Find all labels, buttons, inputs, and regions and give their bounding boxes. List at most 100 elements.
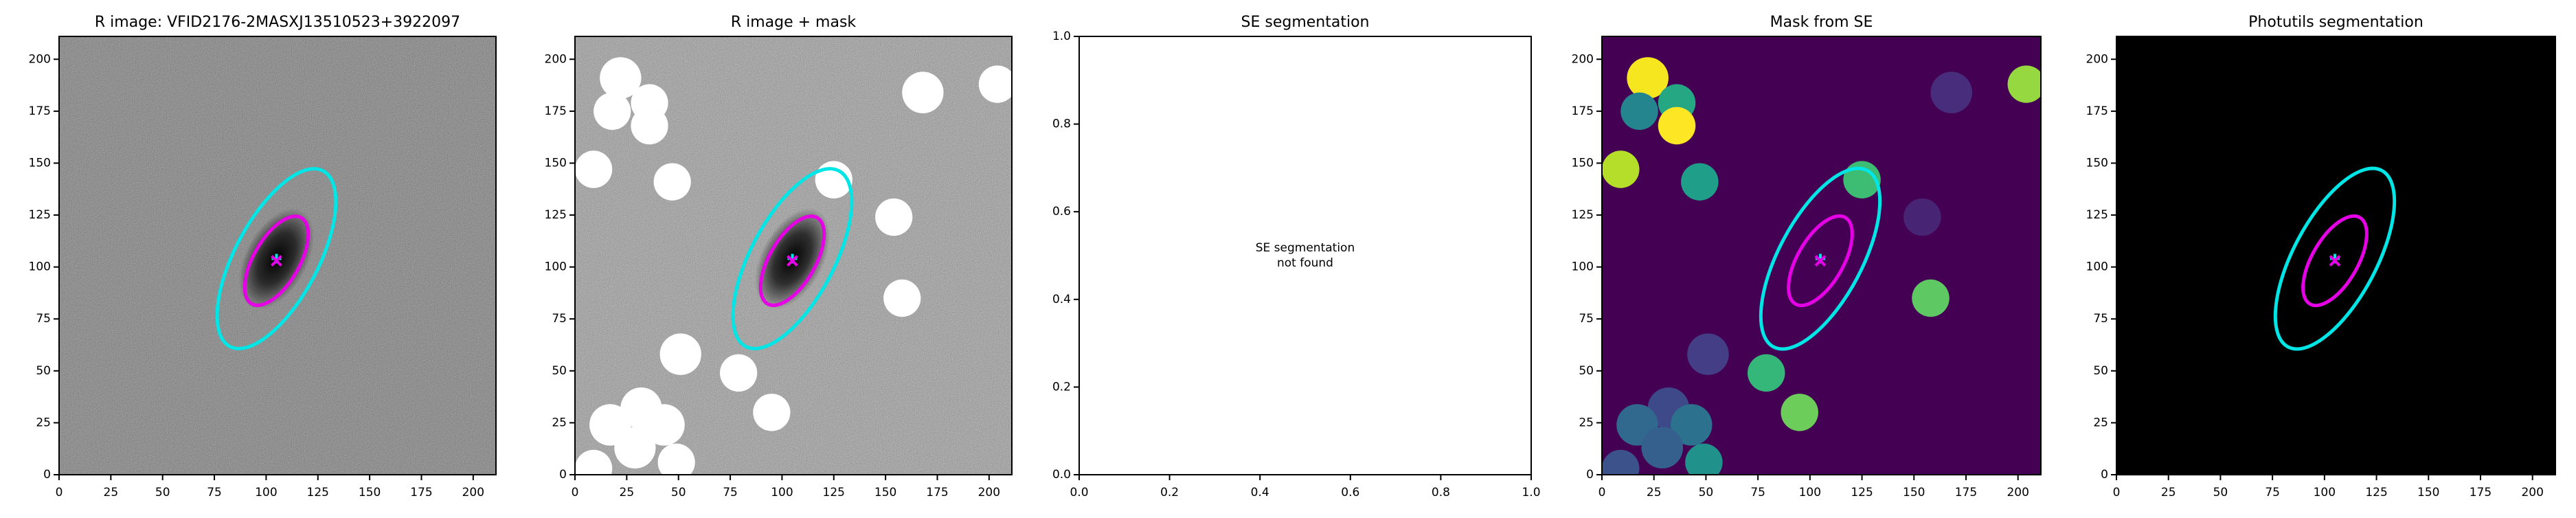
axes-frame	[58, 36, 497, 475]
y-tick-label: 50	[36, 364, 51, 378]
y-tick-label: 25	[36, 416, 51, 429]
x-tick-label: 75	[207, 486, 222, 499]
mask-circle	[657, 443, 695, 475]
annotation: not found	[1277, 256, 1333, 270]
x-tick-label: 200	[462, 486, 484, 499]
y-tick-label: 150	[1572, 156, 1594, 170]
x-tick-label: 150	[1903, 486, 1925, 499]
x-tick-label: 175	[2470, 486, 2492, 499]
mask-circle	[653, 163, 691, 201]
mask-circle	[1747, 354, 1785, 392]
axes-frame	[1078, 36, 1532, 475]
x-tick-label: 50	[155, 486, 170, 499]
fit-ellipse	[1759, 166, 1882, 351]
chart-title: Photutils segmentation	[2248, 14, 2424, 31]
y-tick-label: 0	[1586, 468, 1594, 482]
x-tick-label: 125	[1851, 486, 1873, 499]
mask-circle	[594, 92, 631, 131]
mask-circle	[1930, 71, 1973, 113]
x-tick-label: 175	[1955, 486, 1977, 499]
x-tick-label: 100	[255, 486, 277, 499]
axes-frame	[2116, 36, 2556, 475]
mask-circle	[1685, 443, 1723, 475]
x-tick-label: 100	[2314, 486, 2336, 499]
mask-circle	[902, 71, 944, 113]
axes-frame	[574, 36, 1013, 475]
fit-ellipse	[242, 214, 310, 307]
y-tick-label: 0	[2101, 468, 2108, 482]
x-tick-label: 100	[1799, 486, 1821, 499]
y-tick-label: 125	[29, 208, 51, 222]
y-tick-label: 25	[552, 416, 567, 429]
mask-circle	[575, 449, 613, 475]
y-tick-label: 100	[29, 260, 51, 274]
panel: 0 25 50 75 100 125 150 175 200 0 25 50 75 100 125 150 17…	[2086, 14, 2556, 499]
x-tick-label: 125	[2365, 486, 2387, 499]
fit-ellipse	[758, 214, 826, 307]
fit-ellipse	[731, 167, 854, 350]
mask-circle	[631, 106, 668, 145]
y-tick-label: 0	[559, 468, 567, 482]
mask-circle	[1912, 279, 1950, 317]
x-tick-label: 1.0	[1522, 486, 1540, 499]
y-tick-label: 25	[2093, 416, 2108, 429]
y-tick-label: 150	[2086, 156, 2108, 170]
mask-circle	[575, 150, 613, 188]
x-tick-label: 125	[823, 486, 845, 499]
center-marker	[2329, 255, 2341, 267]
x-tick-label: 200	[2521, 486, 2543, 499]
x-tick-label: 50	[1699, 486, 1714, 499]
x-tick-label: 75	[1750, 486, 1765, 499]
chart-title: R image: VFID2176-2MASXJ13510523+3922097	[95, 14, 460, 31]
x-tick-label: 0.6	[1341, 486, 1359, 499]
x-tick-label: 50	[671, 486, 686, 499]
panel: 0 25 50 75 100 125 150 175 200 0 25 50 75 100 125 150 17…	[1572, 14, 2042, 499]
chart-title: R image + mask	[731, 14, 857, 31]
y-tick-label: 0.0	[1052, 468, 1071, 482]
y-tick-label: 100	[1572, 260, 1594, 274]
x-tick-label: 150	[2417, 486, 2439, 499]
mask-circle	[1687, 333, 1729, 375]
y-tick-label: 100	[2086, 260, 2108, 274]
plot-area	[59, 36, 496, 475]
y-tick-label: 175	[2086, 104, 2108, 118]
x-tick-label: 0.8	[1432, 486, 1450, 499]
mask-circle	[719, 354, 758, 392]
y-tick-label: 175	[29, 104, 51, 118]
y-tick-label: 100	[545, 260, 567, 274]
x-tick-label: 0.4	[1251, 486, 1269, 499]
x-tick-label: 0	[1598, 486, 1606, 499]
y-tick-label: 125	[545, 208, 567, 222]
x-tick-label: 200	[2007, 486, 2029, 499]
mask-circle	[1903, 198, 1941, 236]
y-tick-label: 175	[545, 104, 567, 118]
mask-circle	[614, 427, 656, 469]
y-tick-label: 0	[43, 468, 51, 482]
y-tick-label: 200	[29, 52, 51, 66]
x-tick-label: 200	[978, 486, 1000, 499]
center-marker	[787, 255, 798, 267]
y-tick-label: 200	[1572, 52, 1594, 66]
y-tick-label: 200	[545, 52, 567, 66]
mask-circle	[1620, 92, 1658, 131]
y-tick-label: 150	[545, 156, 567, 170]
x-tick-label: 150	[359, 486, 381, 499]
y-tick-label: 200	[2086, 52, 2108, 66]
x-tick-label: 150	[874, 486, 896, 499]
fit-ellipse	[2301, 214, 2369, 308]
y-tick-label: 50	[2093, 364, 2108, 378]
mask-circle	[1658, 106, 1696, 145]
x-tick-label: 125	[307, 486, 329, 499]
fit-ellipse	[1787, 214, 1854, 308]
y-tick-label: 50	[1579, 364, 1594, 378]
x-tick-label: 75	[723, 486, 738, 499]
x-tick-label: 0	[572, 486, 579, 499]
panel: 0 25 50 75 100 125 150 175 200 0 25 50 75 100 125 150 17…	[29, 14, 497, 499]
fit-ellipse	[2273, 166, 2397, 351]
x-tick-label: 50	[2213, 486, 2228, 499]
axes-frame	[1601, 36, 2042, 475]
y-tick-label: 175	[1572, 104, 1594, 118]
x-tick-label: 175	[410, 486, 432, 499]
